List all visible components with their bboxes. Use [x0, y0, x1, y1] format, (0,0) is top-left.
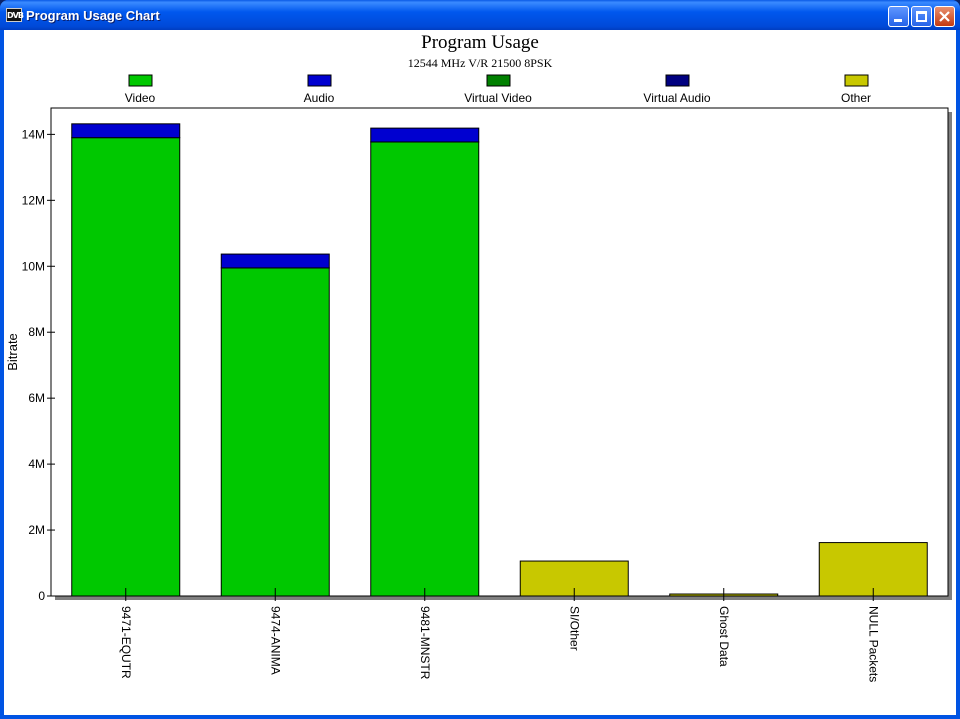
- y-tick-label: 2M: [28, 523, 45, 537]
- chart-legend: Video Audio Virtual Video Virtual Audio Othe…: [125, 74, 871, 105]
- y-tick-label: 0: [38, 589, 45, 603]
- x-tick-label: 9481-MNSTR: [418, 606, 432, 680]
- legend-label: Other: [841, 91, 871, 105]
- x-tick-label: 9471-EQUTR: [119, 606, 133, 679]
- legend-swatch: [665, 74, 690, 87]
- plot-area: 0 2M 4M 6M 8M 10M 12M 14M 9471-EQUTR 9474-ANIMA 94…: [22, 107, 952, 682]
- bar-segment: [818, 542, 928, 597]
- chart-area: Program Usage 12544 MHz V/R 21500 8PSK V…: [4, 30, 956, 715]
- bar-segment: [220, 253, 330, 269]
- bar-segment: [71, 123, 181, 139]
- chart-title: Program Usage: [421, 32, 539, 53]
- y-tick-label: 12M: [22, 193, 45, 207]
- title-bar[interactable]: DVB Program Usage Chart: [0, 0, 960, 30]
- window-title: Program Usage Chart: [26, 8, 160, 23]
- y-tick-label: 10M: [22, 259, 45, 273]
- y-tick-label: 14M: [22, 127, 45, 141]
- y-axis-label: Bitrate: [5, 333, 20, 371]
- legend-swatch: [307, 74, 332, 87]
- program-usage-chart: Program Usage 12544 MHz V/R 21500 8PSK V…: [5, 32, 952, 682]
- legend-label: Audio: [304, 91, 335, 105]
- chart-subtitle: 12544 MHz V/R 21500 8PSK: [408, 56, 553, 70]
- x-tick-label: SI/Other: [567, 606, 581, 651]
- maximize-button[interactable]: [911, 6, 932, 27]
- plot-frame: [50, 107, 949, 597]
- legend-swatch: [128, 74, 153, 87]
- bar-segment: [370, 141, 480, 597]
- legend-label: Video: [125, 91, 156, 105]
- minimize-button[interactable]: [888, 6, 909, 27]
- legend-label: Virtual Audio: [643, 91, 710, 105]
- bar-segment: [370, 127, 480, 143]
- bar-segment: [71, 137, 181, 597]
- minimize-icon: [894, 19, 902, 22]
- x-tick-label: Ghost Data: [717, 606, 731, 667]
- close-button[interactable]: [934, 6, 955, 27]
- legend-swatch: [844, 74, 869, 87]
- maximize-icon: [916, 11, 927, 22]
- y-tick-label: 6M: [28, 391, 45, 405]
- legend-label: Virtual Video: [464, 91, 532, 105]
- x-tick-label: 9474-ANIMA: [268, 606, 282, 675]
- close-icon: [939, 11, 950, 22]
- x-tick-label: NULL Packets: [866, 606, 880, 682]
- y-tick-label: 8M: [28, 325, 45, 339]
- dvb-app-icon[interactable]: DVB: [6, 8, 24, 22]
- bar-segment: [220, 267, 330, 597]
- y-tick-label: 4M: [28, 457, 45, 471]
- legend-swatch: [486, 74, 511, 87]
